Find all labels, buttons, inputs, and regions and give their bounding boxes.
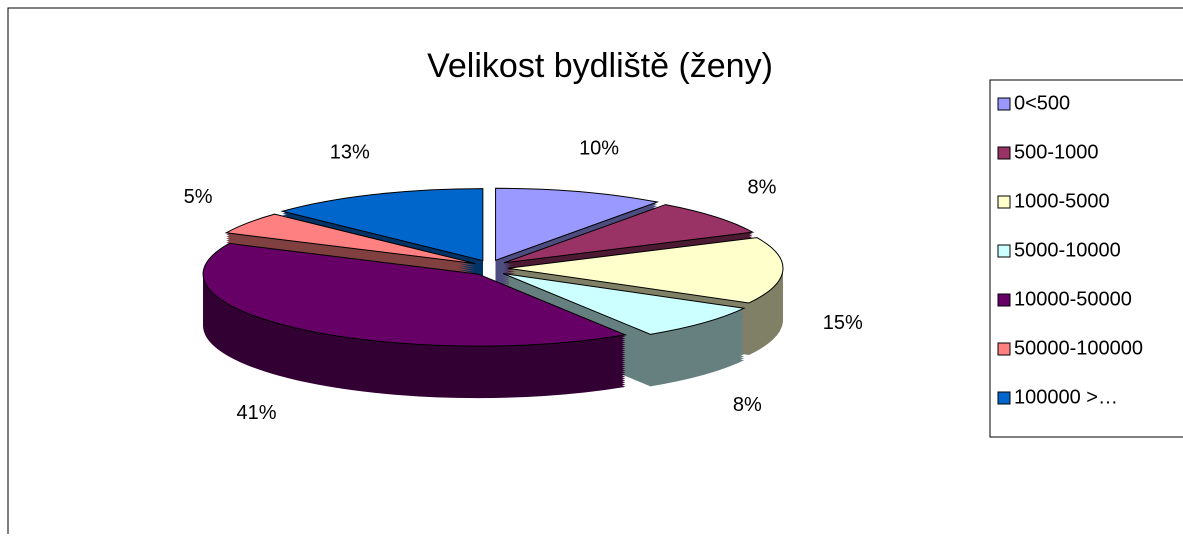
legend-swatch <box>997 97 1011 111</box>
legend-swatch <box>997 244 1011 258</box>
legend-box <box>989 79 1183 438</box>
slice <box>224 213 476 264</box>
legend-label: 500-1000 <box>1014 141 1099 163</box>
data-label: 5% <box>184 186 213 208</box>
slice <box>502 273 746 335</box>
slice <box>280 188 484 262</box>
legend-label: 100000 >… <box>1014 386 1118 408</box>
legend-swatch <box>997 195 1011 209</box>
slice <box>495 187 660 262</box>
data-label: 15% <box>823 312 863 334</box>
legend-swatch <box>997 146 1011 160</box>
data-label: 41% <box>237 402 277 424</box>
legend-swatch <box>997 391 1011 405</box>
chart-title: Velikost bydliště (ženy) <box>427 47 773 85</box>
data-label: 13% <box>330 141 370 163</box>
legend-swatch <box>997 342 1011 356</box>
legend-label: 50000-100000 <box>1014 337 1143 359</box>
legend-label: 10000-50000 <box>1014 288 1132 310</box>
data-label: 10% <box>579 137 619 159</box>
data-label: 8% <box>748 177 777 199</box>
legend-label: 0<500 <box>1014 92 1070 114</box>
slice <box>202 242 628 347</box>
data-label: 8% <box>733 394 762 416</box>
legend-swatch <box>997 293 1011 307</box>
slice <box>507 237 784 304</box>
legend-label: 5000-10000 <box>1014 239 1121 261</box>
slice <box>503 204 755 264</box>
legend-label: 1000-5000 <box>1014 190 1110 212</box>
